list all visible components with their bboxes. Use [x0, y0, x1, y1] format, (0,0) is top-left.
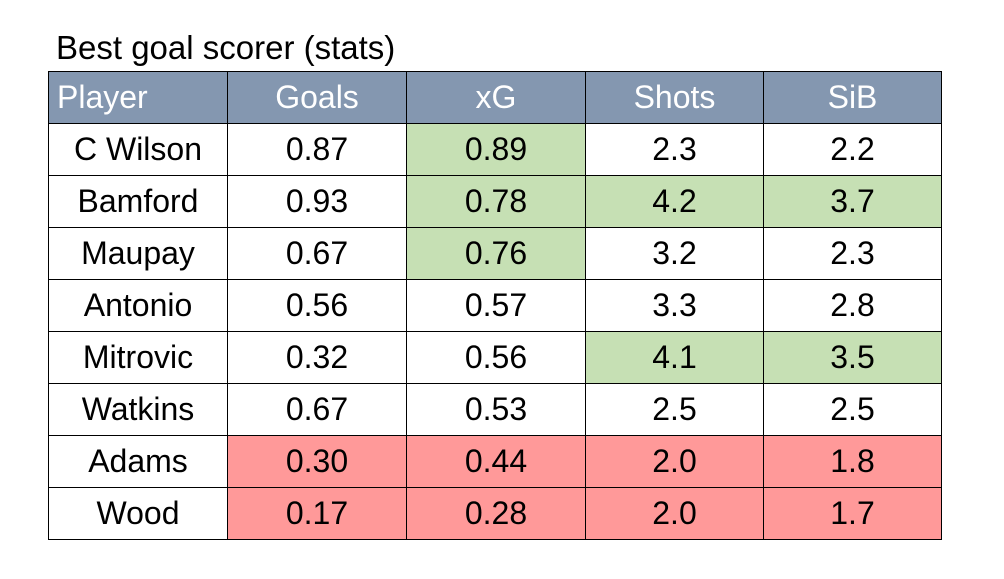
- cell-sib: 2.8: [763, 279, 942, 332]
- cell-player: Wood: [48, 487, 228, 540]
- table-row: Adams 0.30 0.44 2.0 1.8: [48, 435, 942, 488]
- cell-xg: 0.53: [406, 383, 586, 436]
- cell-player: Antonio: [48, 279, 228, 332]
- column-header-shots: Shots: [585, 71, 764, 124]
- cell-xg: 0.56: [406, 331, 586, 384]
- table-row: Maupay 0.67 0.76 3.2 2.3: [48, 227, 942, 280]
- cell-goals: 0.17: [227, 487, 407, 540]
- cell-goals: 0.87: [227, 123, 407, 176]
- table-row: Bamford 0.93 0.78 4.2 3.7: [48, 175, 942, 228]
- cell-sib: 2.5: [763, 383, 942, 436]
- cell-sib: 1.8: [763, 435, 942, 488]
- cell-xg: 0.89: [406, 123, 586, 176]
- cell-xg: 0.28: [406, 487, 586, 540]
- cell-shots: 3.2: [585, 227, 764, 280]
- column-header-goals: Goals: [227, 71, 407, 124]
- table-header: Player Goals xG Shots SiB: [48, 71, 942, 124]
- cell-xg: 0.57: [406, 279, 586, 332]
- cell-shots: 2.0: [585, 435, 764, 488]
- table-row: Antonio 0.56 0.57 3.3 2.8: [48, 279, 942, 332]
- cell-sib: 1.7: [763, 487, 942, 540]
- cell-shots: 2.5: [585, 383, 764, 436]
- cell-sib: 3.7: [763, 175, 942, 228]
- cell-sib: 2.3: [763, 227, 942, 280]
- cell-xg: 0.76: [406, 227, 586, 280]
- cell-goals: 0.93: [227, 175, 407, 228]
- cell-sib: 3.5: [763, 331, 942, 384]
- cell-player: Mitrovic: [48, 331, 228, 384]
- column-header-xg: xG: [406, 71, 586, 124]
- cell-goals: 0.67: [227, 227, 407, 280]
- cell-player: Adams: [48, 435, 228, 488]
- cell-shots: 2.3: [585, 123, 764, 176]
- table-row: Watkins 0.67 0.53 2.5 2.5: [48, 383, 942, 436]
- cell-shots: 4.1: [585, 331, 764, 384]
- cell-goals: 0.56: [227, 279, 407, 332]
- table-row: C Wilson 0.87 0.89 2.3 2.2: [48, 123, 942, 176]
- cell-goals: 0.67: [227, 383, 407, 436]
- cell-goals: 0.32: [227, 331, 407, 384]
- table-row: Wood 0.17 0.28 2.0 1.7: [48, 487, 942, 540]
- cell-sib: 2.2: [763, 123, 942, 176]
- header-row: Player Goals xG Shots SiB: [48, 71, 942, 124]
- stats-table: Player Goals xG Shots SiB C Wilson 0.87 0.…: [48, 71, 942, 540]
- cell-player: C Wilson: [48, 123, 228, 176]
- cell-player: Watkins: [48, 383, 228, 436]
- table-body: C Wilson 0.87 0.89 2.3 2.2 Bamford 0.93 0.78 4.2…: [48, 123, 942, 540]
- cell-shots: 4.2: [585, 175, 764, 228]
- cell-player: Maupay: [48, 227, 228, 280]
- cell-shots: 2.0: [585, 487, 764, 540]
- cell-player: Bamford: [48, 175, 228, 228]
- cell-xg: 0.78: [406, 175, 586, 228]
- cell-shots: 3.3: [585, 279, 764, 332]
- column-header-player: Player: [48, 71, 228, 124]
- table-row: Mitrovic 0.32 0.56 4.1 3.5: [48, 331, 942, 384]
- column-header-sib: SiB: [763, 71, 942, 124]
- cell-goals: 0.30: [227, 435, 407, 488]
- cell-xg: 0.44: [406, 435, 586, 488]
- table-title: Best goal scorer (stats): [56, 29, 396, 66]
